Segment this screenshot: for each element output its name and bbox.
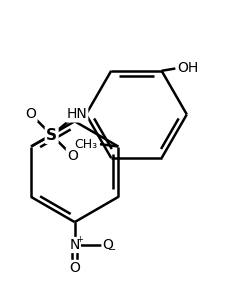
Text: OH: OH [178,62,199,76]
Text: +: + [76,236,83,244]
Text: N: N [69,238,80,252]
Text: O: O [102,238,113,252]
Text: −: − [108,245,117,255]
Text: O: O [26,108,36,121]
Text: CH₃: CH₃ [74,138,98,151]
Text: S: S [46,127,57,143]
Text: O: O [67,149,78,163]
Text: O: O [69,261,80,275]
Text: HN: HN [67,108,87,121]
